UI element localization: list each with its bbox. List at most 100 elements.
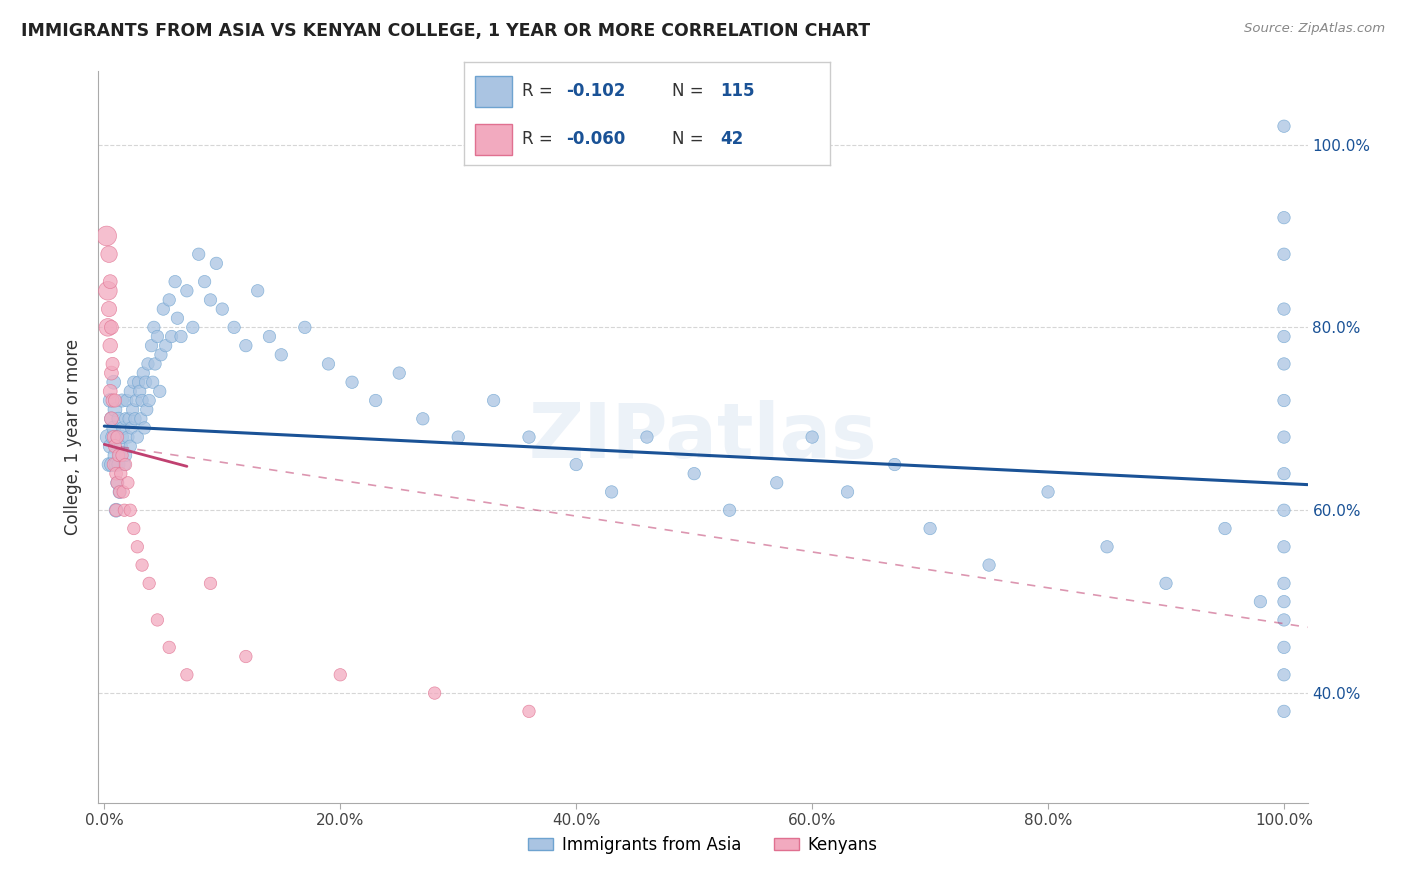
Point: [920, 521, 942, 535]
Point: [1272, 119, 1295, 133]
Point: [105, 430, 128, 444]
Text: N =: N =: [672, 130, 709, 148]
Bar: [475, 76, 512, 106]
Point: [110, 439, 132, 453]
Point: [294, 320, 316, 334]
Point: [131, 558, 153, 573]
Point: [211, 301, 233, 317]
Point: [120, 384, 142, 399]
Point: [977, 558, 1000, 573]
Point: [157, 293, 180, 307]
Point: [1213, 521, 1236, 535]
Point: [222, 320, 245, 334]
Point: [98, 338, 121, 352]
Point: [112, 458, 135, 472]
Point: [97, 284, 120, 298]
Point: [135, 402, 157, 417]
Point: [105, 475, 128, 490]
Point: [97, 320, 120, 334]
Point: [837, 485, 859, 500]
Point: [111, 430, 134, 444]
Point: [114, 412, 136, 426]
Point: [110, 467, 132, 481]
Point: [138, 576, 160, 591]
Point: [105, 503, 128, 517]
Point: [194, 275, 217, 289]
Point: [103, 376, 125, 390]
Point: [1272, 467, 1295, 481]
Point: [108, 485, 131, 500]
Point: [114, 458, 136, 472]
Point: [98, 439, 121, 453]
Point: [128, 384, 150, 399]
Point: [340, 376, 363, 390]
Point: [1036, 485, 1059, 500]
Point: [1272, 705, 1295, 719]
Point: [105, 475, 128, 490]
Point: [259, 329, 281, 343]
Point: [1095, 540, 1118, 554]
Point: [412, 412, 434, 426]
Point: [134, 421, 156, 435]
Point: [329, 667, 352, 681]
Point: [388, 366, 411, 380]
Point: [104, 393, 127, 408]
Point: [141, 338, 163, 352]
Point: [565, 458, 588, 472]
Point: [176, 667, 198, 681]
Point: [107, 448, 129, 462]
Point: [107, 412, 129, 426]
Legend: Immigrants from Asia, Kenyans: Immigrants from Asia, Kenyans: [522, 829, 884, 860]
Point: [142, 376, 165, 390]
Point: [104, 402, 127, 417]
Point: [108, 485, 131, 500]
Text: 115: 115: [720, 82, 755, 100]
Point: [125, 393, 148, 408]
Point: [1272, 613, 1295, 627]
Text: Source: ZipAtlas.com: Source: ZipAtlas.com: [1244, 22, 1385, 36]
Text: N =: N =: [672, 82, 709, 100]
Point: [235, 338, 257, 352]
Point: [246, 284, 269, 298]
Point: [100, 320, 122, 334]
Point: [98, 393, 121, 408]
Point: [1272, 393, 1295, 408]
Point: [131, 393, 153, 408]
Point: [1272, 430, 1295, 444]
Point: [120, 503, 142, 517]
Point: [181, 320, 204, 334]
Point: [517, 705, 540, 719]
Point: [111, 448, 134, 462]
Point: [146, 329, 169, 343]
Text: -0.102: -0.102: [567, 82, 626, 100]
Point: [152, 301, 174, 317]
Point: [105, 503, 128, 517]
Point: [1272, 540, 1295, 554]
Point: [101, 393, 124, 408]
Point: [600, 485, 623, 500]
Point: [270, 348, 292, 362]
Point: [105, 458, 128, 472]
Point: [98, 247, 121, 261]
Point: [115, 393, 138, 408]
Point: [318, 357, 340, 371]
Point: [1272, 329, 1295, 343]
Point: [205, 256, 228, 270]
Point: [114, 448, 136, 462]
Point: [120, 439, 142, 453]
Point: [96, 228, 118, 243]
Point: [121, 402, 143, 417]
Point: [149, 384, 172, 399]
Point: [112, 421, 135, 435]
Point: [98, 301, 121, 317]
Point: [98, 384, 121, 399]
Point: [98, 275, 121, 289]
Point: [235, 649, 257, 664]
Point: [160, 329, 183, 343]
Point: [187, 247, 209, 261]
Point: [132, 366, 155, 380]
Point: [138, 393, 160, 408]
Point: [1272, 301, 1295, 317]
Point: [101, 430, 124, 444]
Point: [97, 430, 120, 444]
